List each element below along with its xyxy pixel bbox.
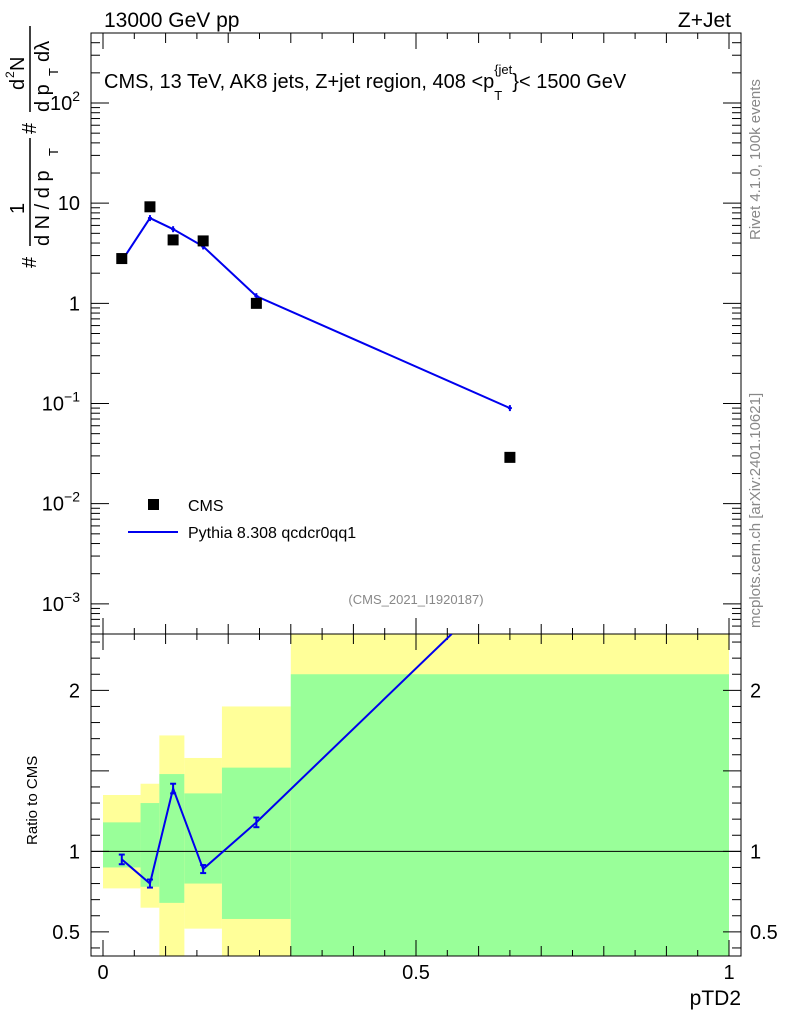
- ratio-tick-label-left: 0.5: [52, 922, 80, 944]
- ratio-tick-label-right: 1: [750, 841, 761, 863]
- mc-polyline: [120, 216, 511, 410]
- ratio-y-label: Ratio to CMS: [24, 756, 41, 845]
- data-point: [144, 201, 156, 213]
- ratio-axis-ticks: [91, 634, 741, 956]
- y-tick-label: 10−1: [42, 389, 80, 416]
- y-tick-label: 1: [69, 293, 80, 315]
- header-energy: 13000 GeV pp: [104, 9, 239, 32]
- y-axis-label: # 1 d N / d p T # d 2 N d p T dλ: [3, 26, 61, 268]
- ratio-band-green-1: [140, 803, 160, 887]
- plot-title-sup: {jet: [494, 62, 512, 77]
- series-cms: [116, 201, 516, 463]
- y-tick-label: 102: [50, 88, 80, 115]
- y-tick-label: 10: [58, 193, 80, 215]
- header-process: Z+Jet: [678, 9, 731, 32]
- plot-title-main: CMS, 13 TeV, AK8 jets, Z+jet region, 408…: [104, 71, 494, 93]
- ratio-series-pythia: [118, 634, 453, 889]
- y-tick-labels: 10−3 10−2 10−1 1 10 102: [42, 88, 80, 616]
- y-tick-label: 10−3: [42, 589, 80, 616]
- ylabel-hash2: #: [19, 122, 41, 134]
- legend-label-pythia: Pythia 8.308 qcdcr0qq1: [188, 525, 356, 542]
- main-axis-ticks: [91, 32, 741, 635]
- ylabel-n: N: [7, 57, 29, 71]
- data-point: [197, 235, 209, 247]
- y-tick-label: 10−2: [42, 489, 80, 516]
- ratio-band-green-5: [290, 674, 729, 956]
- ylabel-hash: #: [19, 256, 41, 268]
- data-point: [167, 234, 179, 246]
- mcplots-label: mcplots.cern.ch [arXiv:2401.10621]: [747, 393, 764, 628]
- ylabel-two: 2: [3, 71, 17, 78]
- data-point: [116, 253, 128, 265]
- ylabel-dlambda: dλ: [32, 41, 54, 62]
- ylabel-d2: d: [7, 79, 29, 90]
- analysis-id: (CMS_2021_I1920187): [348, 592, 483, 607]
- x-tick-label: 0: [97, 962, 108, 984]
- x-tick-label: 1: [723, 962, 734, 984]
- ratio-tick-label-right: 2: [750, 680, 761, 702]
- ylabel-dn: d N / d p: [32, 170, 54, 246]
- ratio-uncertainty-bands: [103, 634, 729, 956]
- legend-label-cms: CMS: [188, 498, 224, 515]
- ratio-tick-labels: 0.5 0.5 1 1 2 2: [52, 680, 778, 944]
- ratio-tick-label-right: 0.5: [750, 922, 778, 944]
- main-plot-frame: [90, 32, 742, 635]
- plot-title-sub: T: [494, 88, 502, 103]
- plot-title: CMS, 13 TeV, AK8 jets, Z+jet region, 408…: [104, 62, 627, 103]
- x-tick-label: 0.5: [402, 962, 430, 984]
- ylabel-t1: T: [46, 148, 61, 156]
- rivet-label: Rivet 4.1.0, 100k events: [747, 79, 764, 240]
- x-axis-label: pTD2: [690, 987, 741, 1010]
- legend-marker-cms: [148, 499, 159, 510]
- x-tick-labels: 0 0.5 1: [97, 962, 734, 984]
- data-point: [504, 451, 516, 463]
- plot-title-end: }< 1500 GeV: [512, 71, 627, 93]
- ratio-polyline: [121, 634, 453, 886]
- ylabel-one: 1: [7, 203, 29, 214]
- data-point: [250, 297, 262, 309]
- ratio-tick-label-left: 1: [69, 841, 80, 863]
- ratio-tick-label-left: 2: [69, 680, 80, 702]
- ylabel-dp: d p: [32, 84, 54, 112]
- ylabel-t2: T: [46, 68, 61, 76]
